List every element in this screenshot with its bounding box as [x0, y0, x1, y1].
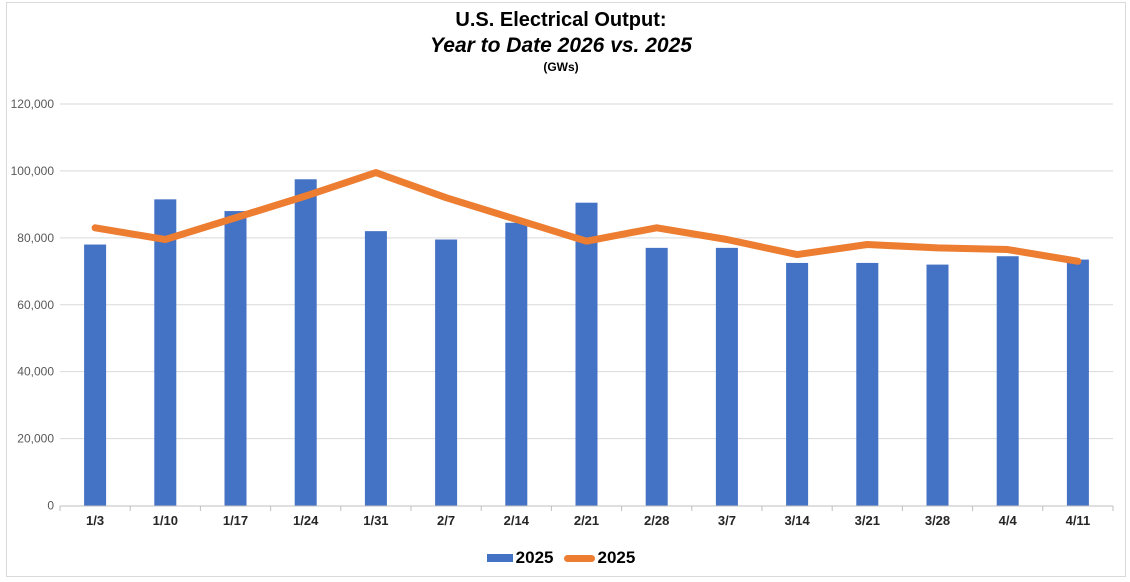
bar-2/21: [575, 202, 598, 506]
x-axis-tick-label: 2/21: [574, 513, 599, 528]
legend-bar-swatch-icon: [486, 554, 513, 562]
y-axis-tick-label: 0: [47, 499, 54, 513]
bar-4/4: [996, 256, 1019, 506]
x-axis-tick-label: 2/14: [504, 513, 530, 528]
bar-2/28: [645, 247, 668, 506]
chart-units-label: (GWs): [543, 60, 579, 74]
bar-1/24: [294, 179, 317, 506]
x-axis-tick-label: 3/21: [855, 513, 880, 528]
x-axis-tick-label: 3/14: [784, 513, 810, 528]
chart-title: U.S. Electrical Output:: [455, 9, 667, 31]
x-axis-tick-label: 1/10: [153, 513, 178, 528]
bar-3/14: [786, 262, 809, 506]
x-axis-tick-label: 3/28: [925, 513, 950, 528]
chart-title-block: U.S. Electrical Output: Year to Date 202…: [0, 8, 1122, 74]
y-axis-tick-label: 100,000: [11, 164, 55, 178]
bar-1/3: [84, 244, 107, 506]
line-series: [91, 169, 1082, 265]
bar-2/7: [435, 239, 458, 506]
chart-legend: 2025 2025: [0, 548, 1122, 568]
y-axis-tick-label: 60,000: [17, 298, 54, 312]
y-axis-tick-label: 80,000: [17, 231, 54, 245]
y-axis-tick-label: 40,000: [17, 365, 54, 379]
x-axis-tick-label: 4/11: [1066, 513, 1091, 528]
chart-subtitle: Year to Date 2026 vs. 2025: [430, 34, 692, 57]
y-axis-tick-label: 120,000: [11, 97, 55, 111]
x-axis-tick-label: 2/7: [437, 513, 455, 528]
legend-entry-line-series: 2025: [563, 548, 636, 568]
legend-bar-label: 2025: [515, 548, 554, 567]
y-axis-tick-label: 20,000: [17, 432, 54, 446]
bar-3/28: [926, 264, 949, 506]
bar-1/17: [224, 211, 247, 506]
bar-3/21: [856, 262, 879, 506]
x-axis-tick-label: 1/24: [293, 513, 319, 528]
x-axis-tick-label: 1/31: [363, 513, 388, 528]
x-axis-tick-label: 3/7: [718, 513, 736, 528]
x-axis-tick-label: 4/4: [999, 513, 1018, 528]
legend-entry-bar-series: 2025: [486, 548, 554, 568]
bar-3/7: [715, 247, 738, 506]
bar-2/14: [505, 222, 528, 506]
bar-1/31: [364, 231, 387, 506]
legend-line-swatch-icon: [563, 554, 595, 562]
x-axis-tick-label: 1/17: [223, 513, 248, 528]
x-axis-tick-label: 1/3: [86, 513, 104, 528]
legend-line-label: 2025: [597, 548, 636, 567]
x-axis-tick-label: 2/28: [644, 513, 669, 528]
bar-1/10: [154, 199, 177, 506]
bar-4/11: [1066, 259, 1089, 506]
